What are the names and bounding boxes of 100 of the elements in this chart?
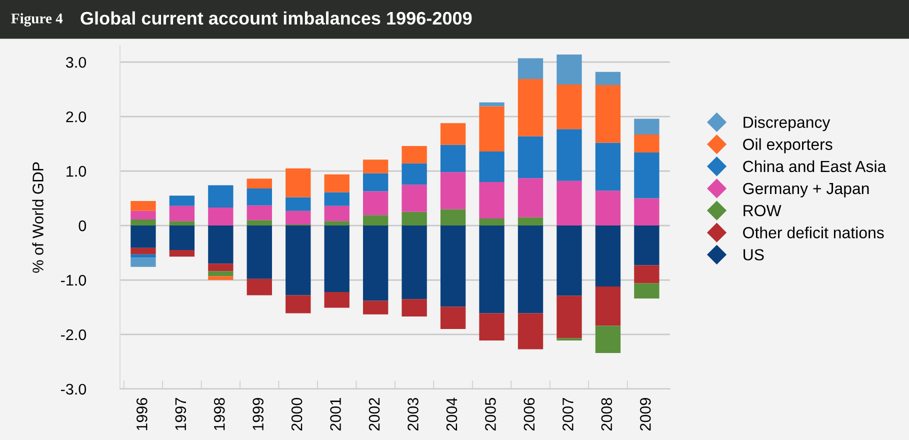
bar <box>518 136 544 178</box>
bar <box>518 178 544 218</box>
bar <box>479 106 504 152</box>
bar <box>208 271 234 276</box>
x-tick-label: 2002 <box>368 398 380 431</box>
bar <box>479 218 504 226</box>
bar <box>440 123 466 145</box>
bar <box>556 296 582 338</box>
y-axis-title: % of World GDP <box>32 162 44 273</box>
bar <box>479 313 504 340</box>
bar <box>363 300 388 314</box>
y-tick-label: 2.0 <box>66 111 86 122</box>
bar <box>130 226 156 248</box>
bar <box>246 226 272 279</box>
bar <box>556 54 582 84</box>
bar <box>479 226 504 314</box>
bar <box>246 188 272 206</box>
chart-title: Global current account imbalances 1996-2009 <box>80 11 472 25</box>
x-tick-label: 2004 <box>446 398 458 431</box>
x-tick-label: 2007 <box>562 398 574 431</box>
bar <box>169 250 195 257</box>
y-tick-label: -3.0 <box>61 384 86 395</box>
bar <box>556 129 582 181</box>
bar <box>556 226 582 296</box>
x-tick-label: 2006 <box>524 398 535 431</box>
bar <box>324 206 350 222</box>
bar <box>130 248 156 254</box>
bar <box>518 217 544 226</box>
bar <box>324 292 350 308</box>
bar <box>634 265 660 284</box>
bar <box>479 151 504 182</box>
bar <box>634 118 660 135</box>
bar <box>169 221 195 226</box>
bar <box>363 160 388 174</box>
bar <box>286 226 311 296</box>
bar <box>440 172 466 210</box>
bar <box>130 258 156 267</box>
y-tick-label: 3.0 <box>66 56 86 68</box>
bar <box>479 102 504 106</box>
bar <box>402 212 427 226</box>
bar <box>402 299 427 317</box>
bar <box>208 276 234 280</box>
y-tick-label: 0 <box>78 220 86 232</box>
bar <box>634 226 660 266</box>
x-tick-label: 1998 <box>214 398 225 430</box>
bar <box>556 180 582 226</box>
bar <box>169 226 195 250</box>
x-tick-label: 1997 <box>175 398 186 430</box>
bar <box>634 152 660 198</box>
bar <box>595 72 621 85</box>
y-tick-label: -1.0 <box>61 274 86 286</box>
legend-label: Germany + Japan <box>743 182 869 198</box>
bar <box>286 295 311 314</box>
bar <box>363 191 388 216</box>
legend-label: Oil exporters <box>743 138 832 154</box>
bar <box>286 210 311 224</box>
legend-label: China and East Asia <box>743 160 886 172</box>
bar <box>363 226 388 301</box>
bar <box>208 208 234 226</box>
bar <box>169 206 195 222</box>
caption: Figure 4 <box>11 13 63 26</box>
x-tick-label: 2003 <box>408 398 418 431</box>
bar <box>518 78 544 136</box>
bar <box>595 190 621 226</box>
bar <box>169 196 195 206</box>
legend-label: Other deficit nations <box>743 226 884 238</box>
bar <box>595 326 621 354</box>
bar <box>518 58 544 79</box>
bar <box>324 221 350 226</box>
bar <box>324 192 350 206</box>
bar <box>324 226 350 292</box>
x-tick-label: 2000 <box>291 398 302 431</box>
bar <box>363 173 388 192</box>
x-tick-label: 1999 <box>252 398 264 430</box>
legend-label: US <box>744 249 764 260</box>
x-tick-label: 1996 <box>136 398 148 430</box>
bar <box>595 84 621 143</box>
bar <box>518 313 544 350</box>
y-tick-label: -2.0 <box>61 329 86 340</box>
bar <box>440 144 466 172</box>
legend-label: Discrepancy <box>744 116 830 132</box>
bar <box>208 264 234 272</box>
bar <box>208 185 234 208</box>
bar <box>286 168 311 198</box>
bar <box>479 182 504 218</box>
bar <box>130 210 156 220</box>
bar <box>634 283 660 299</box>
x-tick-label: 2001 <box>330 398 341 431</box>
bar <box>595 142 621 191</box>
x-tick-label: 2009 <box>640 398 651 431</box>
bar <box>440 226 466 307</box>
bar <box>286 197 311 211</box>
bar <box>595 286 621 326</box>
bar <box>556 84 582 130</box>
bar <box>246 178 272 188</box>
legend-label: ROW <box>744 204 782 216</box>
x-tick-label: 2005 <box>485 398 496 431</box>
bar <box>595 226 621 287</box>
x-tick-label: 2008 <box>601 398 612 431</box>
bar <box>130 201 156 211</box>
